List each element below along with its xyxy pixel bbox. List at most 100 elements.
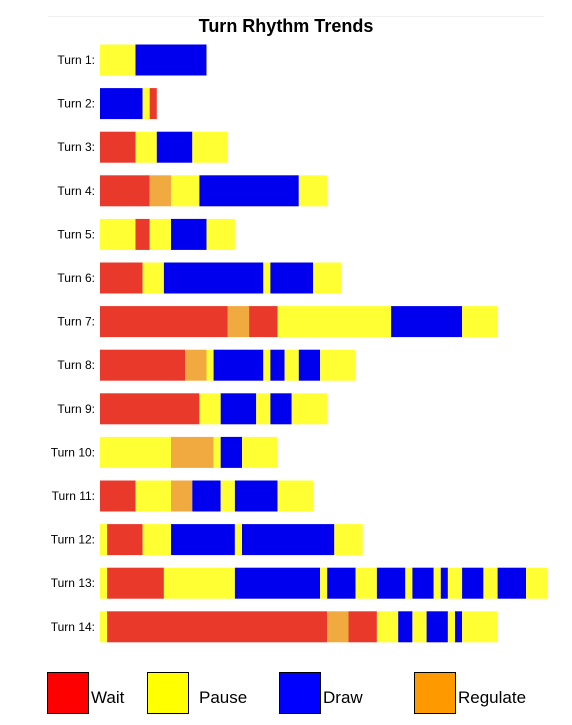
turn-3-segment-3-draw — [156, 131, 193, 163]
turn-11-segment-4-draw — [192, 480, 221, 512]
legend-label-draw: Draw — [323, 688, 363, 707]
turn-9-segment-6-pause — [291, 393, 328, 425]
turn-11-segment-2-pause — [135, 480, 171, 512]
turn-label-3: Turn 3: — [57, 140, 95, 154]
turn-12-segment-6-draw — [242, 524, 335, 556]
turn-8-segment-4-draw — [213, 349, 264, 381]
turn-4-segment-4-draw — [199, 175, 299, 207]
turn-13-segment-17-pause — [526, 567, 548, 599]
turn-5-segment-5-pause — [206, 218, 235, 250]
turn-2-segment-2-pause — [142, 88, 150, 120]
turn-14-segment-2-wait — [107, 611, 328, 643]
turn-6-segment-2-pause — [142, 262, 164, 294]
turn-9-segment-2-pause — [199, 393, 221, 425]
chart-title: Turn Rhythm Trends — [198, 16, 374, 36]
turn-7-segment-5-draw — [391, 306, 463, 338]
turn-12-segment-3-pause — [142, 524, 171, 556]
turn-11-segment-5-pause — [220, 480, 235, 512]
turn-10-segment-4-draw — [220, 436, 242, 468]
turn-1-segment-2-draw — [135, 44, 207, 76]
legend-swatch-regulate — [414, 672, 456, 714]
turn-3-segment-1-wait — [100, 131, 136, 163]
turn-7-segment-3-wait — [249, 306, 278, 338]
turn-13-segment-8-draw — [376, 567, 406, 599]
turn-13-segment-3-pause — [163, 567, 235, 599]
turn-label-7: Turn 7: — [57, 315, 95, 329]
turn-4-segment-3-pause — [171, 175, 200, 207]
turn-6-segment-6-pause — [313, 262, 342, 294]
turn-2-segment-3-wait — [149, 88, 157, 120]
turn-13-segment-5-pause — [320, 567, 328, 599]
turn-8-segment-1-wait — [100, 349, 186, 381]
turn-3-segment-2-pause — [135, 131, 157, 163]
turn-label-6: Turn 6: — [57, 271, 95, 285]
turn-13-segment-10-draw — [412, 567, 434, 599]
legend-label-wait: Wait — [91, 688, 125, 707]
turn-13-segment-16-draw — [497, 567, 526, 599]
turn-4-segment-2-regulate — [149, 175, 171, 207]
turn-10-segment-5-pause — [242, 436, 278, 468]
turn-4-segment-5-pause — [298, 175, 328, 207]
turn-13-segment-12-draw — [440, 567, 448, 599]
turn-6-segment-4-pause — [263, 262, 271, 294]
top-rule — [48, 16, 544, 17]
turn-11-segment-6-draw — [234, 480, 278, 512]
turn-12-segment-5-pause — [234, 524, 242, 556]
legend-swatch-wait — [47, 672, 89, 714]
turn-13-segment-9-pause — [405, 567, 413, 599]
turn-9-segment-5-draw — [270, 393, 292, 425]
turn-label-12: Turn 12: — [51, 533, 95, 547]
turn-8-segment-3-pause — [206, 349, 214, 381]
legend-swatch-draw — [279, 672, 321, 714]
turn-5-segment-2-wait — [135, 218, 150, 250]
turn-9-segment-4-pause — [256, 393, 271, 425]
turn-2-segment-1-draw — [100, 88, 143, 120]
turn-14-segment-3-regulate — [327, 611, 349, 643]
turn-13-segment-14-draw — [462, 567, 484, 599]
turn-label-8: Turn 8: — [57, 358, 95, 372]
turn-14-segment-9-pause — [447, 611, 455, 643]
turn-8-segment-5-pause — [263, 349, 271, 381]
turn-10-segment-3-pause — [213, 436, 221, 468]
turn-5-segment-1-pause — [100, 218, 136, 250]
turn-13-segment-2-wait — [107, 567, 164, 599]
turn-12-segment-2-wait — [107, 524, 143, 556]
legend-swatch-pause — [147, 672, 189, 714]
turn-label-2: Turn 2: — [57, 97, 95, 111]
turn-14-segment-1-pause — [100, 611, 108, 643]
turn-13-segment-11-pause — [433, 567, 441, 599]
turn-11-segment-7-pause — [277, 480, 313, 512]
turn-5-segment-4-draw — [171, 218, 207, 250]
turn-13-segment-7-pause — [355, 567, 377, 599]
turn-13-segment-1-pause — [100, 567, 108, 599]
turn-5-segment-3-pause — [149, 218, 171, 250]
turn-label-4: Turn 4: — [57, 184, 95, 198]
turn-14-segment-7-pause — [412, 611, 427, 643]
turn-8-segment-6-draw — [270, 349, 285, 381]
turn-14-segment-4-wait — [348, 611, 377, 643]
turn-10-segment-2-regulate — [171, 436, 214, 468]
turn-3-segment-4-pause — [192, 131, 228, 163]
turn-label-14: Turn 14: — [51, 620, 95, 634]
turn-label-10: Turn 10: — [51, 445, 95, 459]
turn-11-segment-3-regulate — [171, 480, 193, 512]
legend-label-pause: Pause — [199, 688, 248, 707]
turn-4-segment-1-wait — [100, 175, 150, 207]
turn-14-segment-10-draw — [455, 611, 463, 643]
turn-8-segment-7-pause — [284, 349, 299, 381]
turn-8-segment-9-pause — [320, 349, 356, 381]
turn-1-segment-1-pause — [100, 44, 136, 76]
turn-13-segment-4-draw — [234, 567, 321, 599]
turn-13-segment-6-draw — [327, 567, 356, 599]
turn-12-segment-1-pause — [100, 524, 108, 556]
turn-7-segment-2-regulate — [227, 306, 250, 338]
turn-14-segment-11-pause — [462, 611, 498, 643]
turn-6-segment-5-draw — [270, 262, 313, 294]
turn-13-segment-13-pause — [447, 567, 463, 599]
turn-13-segment-15-pause — [483, 567, 498, 599]
turn-8-segment-2-regulate — [185, 349, 207, 381]
turn-14-segment-5-pause — [376, 611, 399, 643]
legend-label-regulate: Regulate — [458, 688, 527, 707]
turn-12-segment-4-draw — [171, 524, 235, 556]
